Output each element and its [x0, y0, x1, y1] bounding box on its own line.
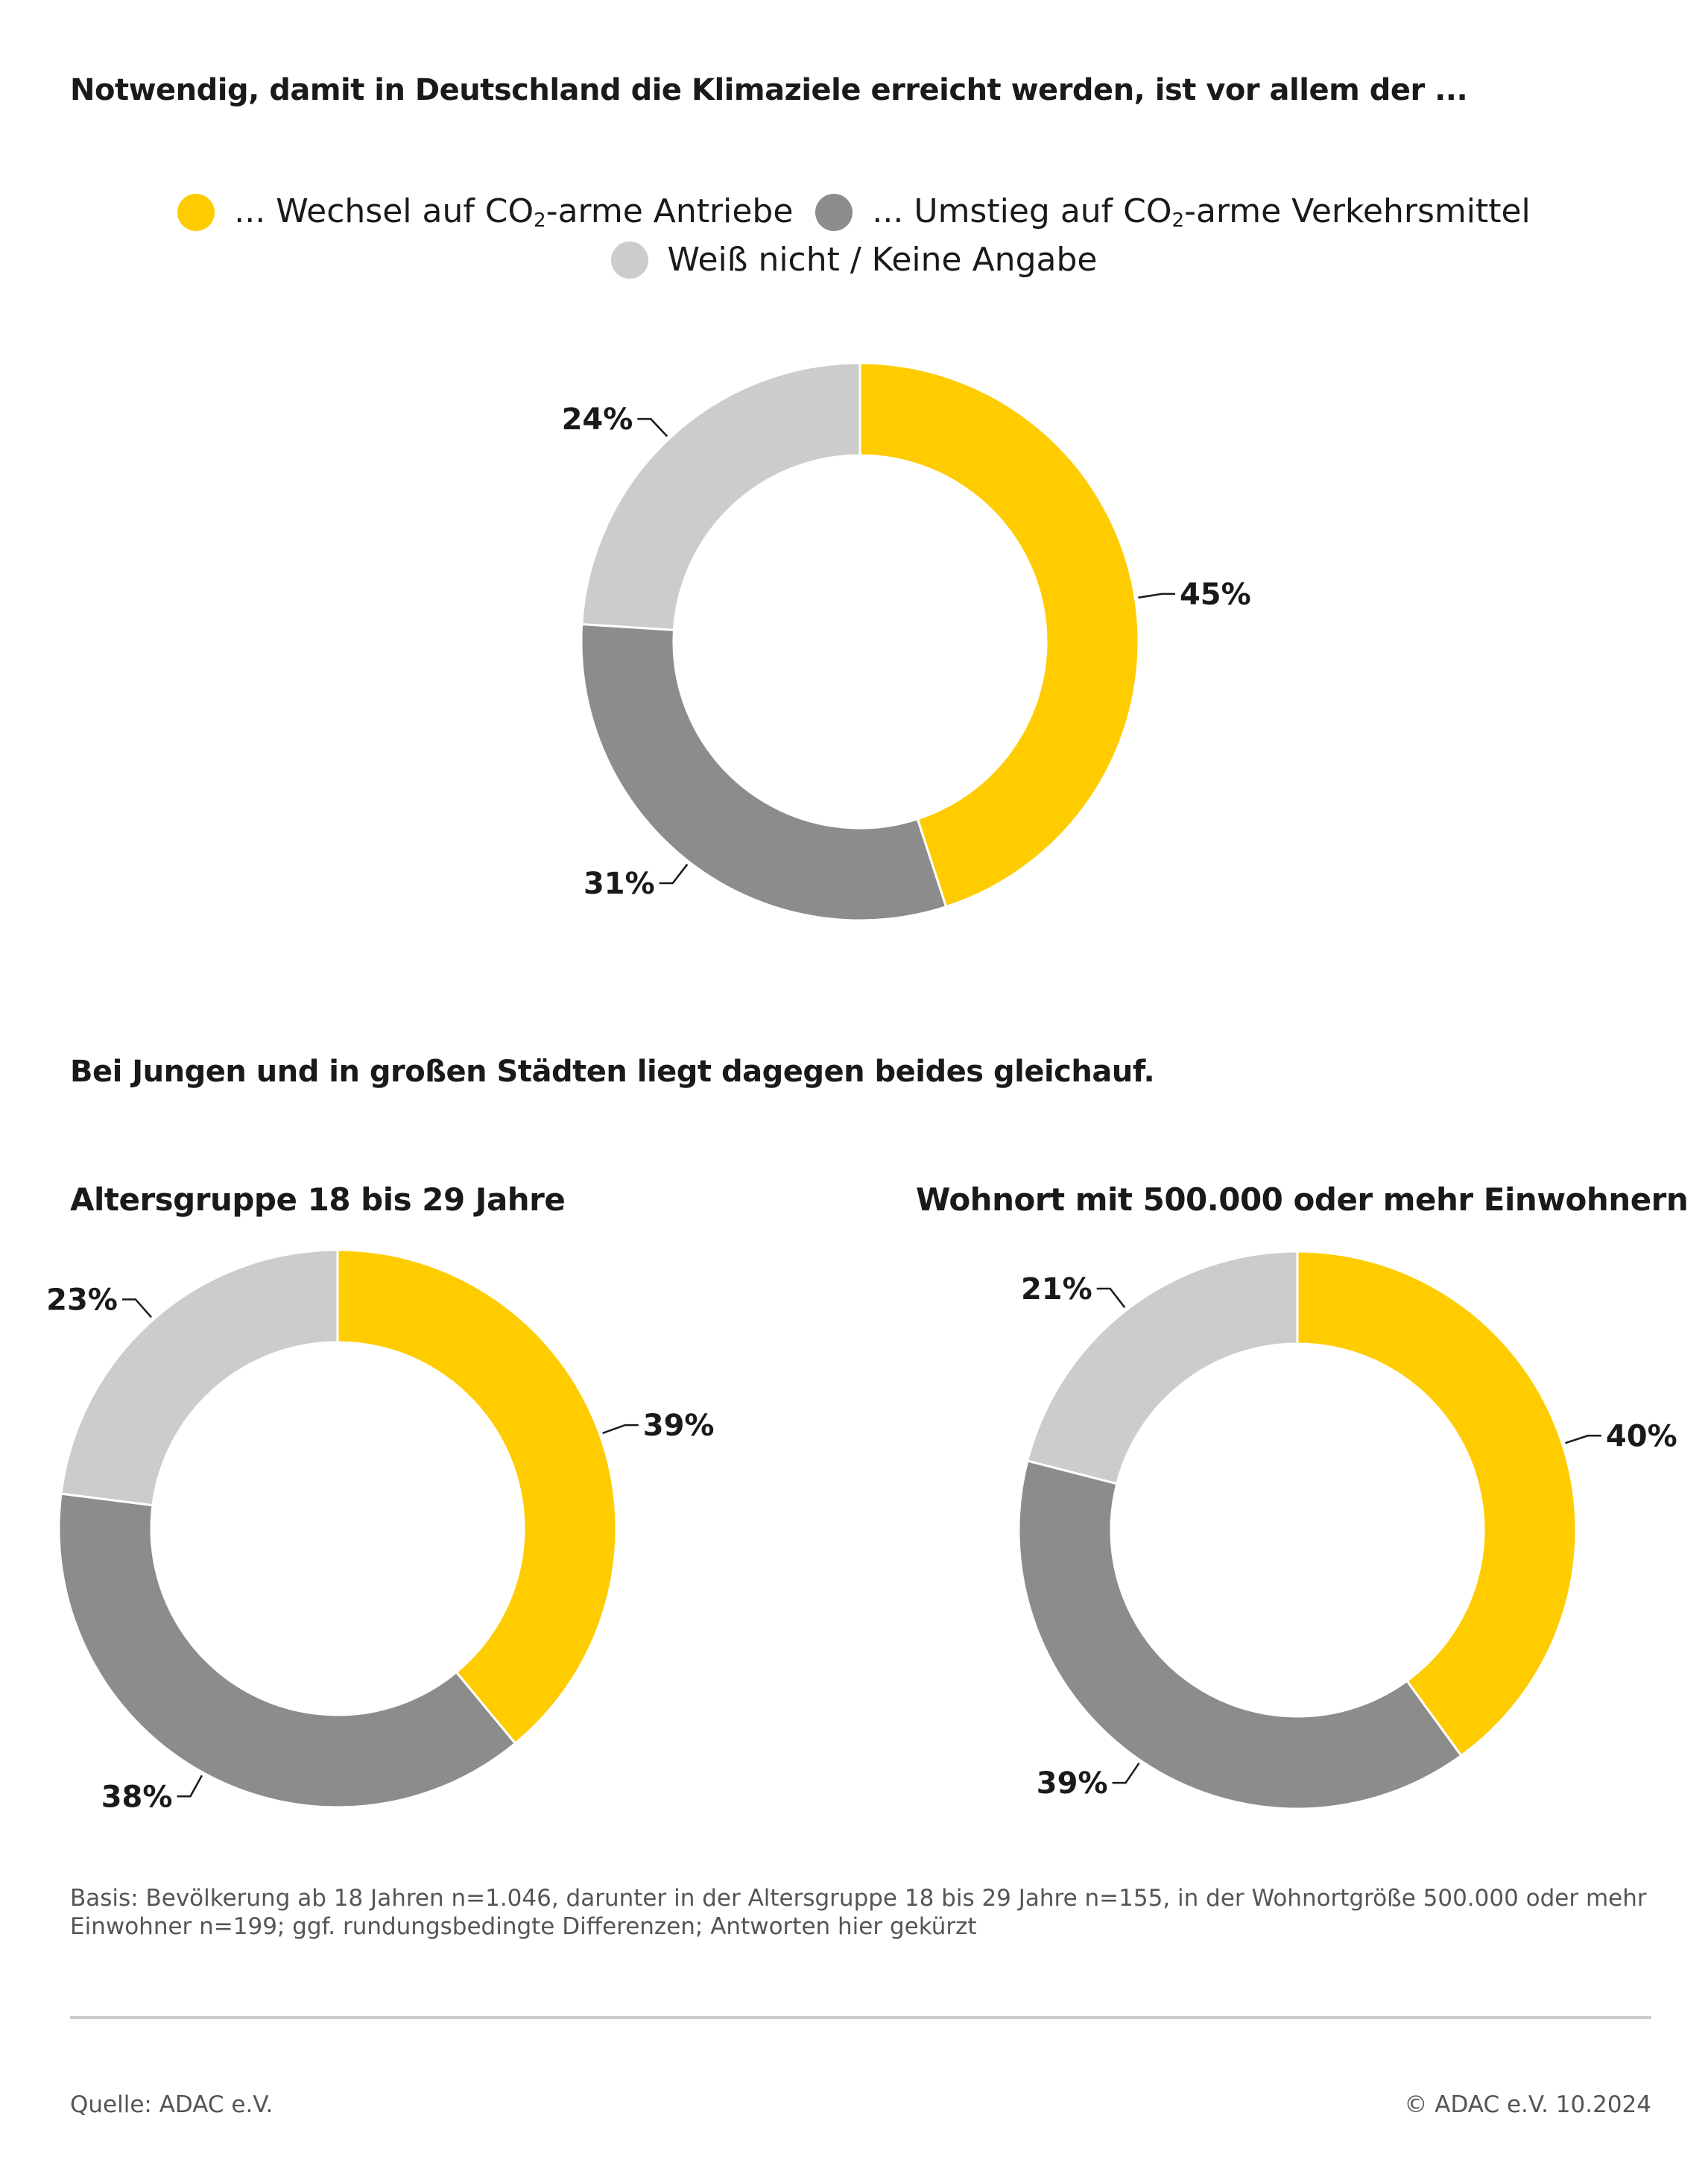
main-title: Notwendig, damit in Deutschland die Klim…: [70, 73, 1468, 107]
chart-title-age: Altersgruppe 18 bis 29 Jahre: [70, 1181, 566, 1218]
donut-0-label-antriebe: 45%: [1180, 578, 1251, 612]
donut-0-leader-line: [1138, 593, 1175, 599]
chart-title-city: Wohnort mit 500.000 oder mehr Einwohnern: [916, 1181, 1689, 1218]
legend-item-weiss-nicht: Weiß nicht / Keine Angabe: [610, 241, 1098, 279]
donut-2-label-weiss-nicht: 21%: [1021, 1272, 1092, 1307]
donut-0-leader-line: [637, 417, 668, 437]
donut-0-label-weiss-nicht: 24%: [562, 402, 633, 437]
legend-label: ... Wechsel auf CO2-arme Antriebe: [234, 192, 794, 232]
donut-2-label-antriebe: 40%: [1606, 1419, 1677, 1453]
legend-label: ... Umstieg auf CO2-arme Verkehrsmittel: [872, 192, 1531, 232]
legend-row-1: ... Wechsel auf CO2-arme Antriebe ... Um…: [0, 192, 1708, 232]
donut-1-label-antriebe: 39%: [643, 1409, 715, 1443]
source: Quelle: ADAC e.V.: [70, 2091, 273, 2118]
donut-1-leader-line: [121, 1298, 152, 1318]
donut-1-slice-weiss-nicht: [60, 1248, 339, 1507]
copyright: © ADAC e.V. 10.2024: [1404, 2091, 1651, 2118]
donut-0-slice-verkehrsmittel: [580, 622, 948, 922]
donut-1-label-weiss-nicht: 23%: [46, 1283, 118, 1317]
donut-0-slice-weiss-nicht: [581, 361, 861, 631]
donut-1-slice-antriebe: [336, 1248, 618, 1745]
donut-1-leader-line: [602, 1424, 639, 1435]
legend-item-antriebe: ... Wechsel auf CO2-arme Antriebe: [177, 192, 793, 232]
legend-swatch-lightgray: [610, 241, 648, 279]
footnote: Basis: Bevölkerung ab 18 Jahren n=1.046,…: [70, 1885, 1647, 1940]
donut-0-slice-antriebe: [858, 361, 1140, 909]
donut-2-leader-line: [1112, 1762, 1140, 1784]
donut-0-label-verkehrsmittel: 31%: [583, 867, 655, 901]
legend-label: Weiß nicht / Keine Angabe: [667, 241, 1098, 279]
donut-1-slice-verkehrsmittel: [57, 1492, 517, 1809]
section-subtitle: Bei Jungen und in großen Städten liegt d…: [70, 1055, 1155, 1089]
donut-0-leader-line: [659, 863, 689, 885]
legend-swatch-yellow: [177, 193, 215, 231]
donut-2-slice-weiss-nicht: [1025, 1250, 1299, 1485]
donut-2-leader-line: [1565, 1435, 1601, 1444]
donut-1-label-verkehrsmittel: 38%: [101, 1780, 173, 1814]
donut-2-label-verkehrsmittel: 39%: [1037, 1766, 1108, 1801]
legend-row-2: Weiß nicht / Keine Angabe: [0, 241, 1708, 279]
donut-2-slice-antriebe: [1296, 1250, 1578, 1757]
donut-1-leader-line: [177, 1775, 203, 1798]
donut-2-leader-line: [1096, 1287, 1126, 1309]
divider: [70, 2016, 1651, 2019]
legend-swatch-darkgray: [815, 193, 853, 231]
donut-2-slice-verkehrsmittel: [1017, 1459, 1463, 1810]
legend-item-verkehrsmittel: ... Umstieg auf CO2-arme Verkehrsmittel: [815, 192, 1531, 232]
